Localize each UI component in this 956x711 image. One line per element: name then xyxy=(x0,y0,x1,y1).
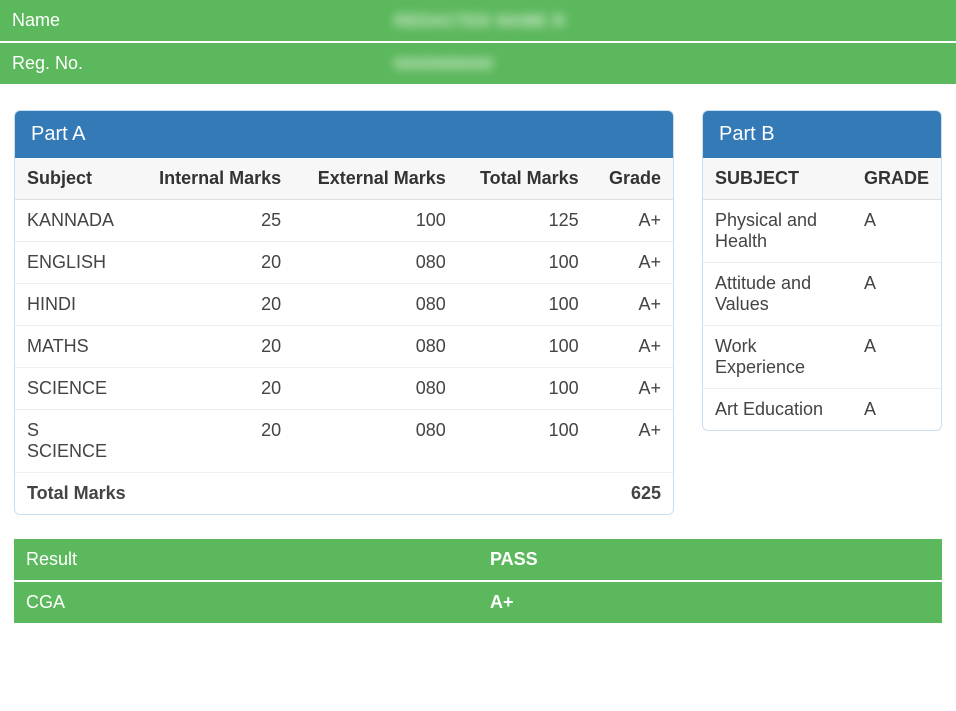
cell-b-grade: A xyxy=(852,326,941,389)
table-row: ENGLISH20080100A+ xyxy=(15,242,673,284)
panels-row: Part A Subject Internal Marks External M… xyxy=(0,86,956,529)
cell-internal: 20 xyxy=(135,368,293,410)
part-b-panel: Part B SUBJECT GRADE Physical and Health… xyxy=(702,110,942,431)
table-row: KANNADA25100125A+ xyxy=(15,200,673,242)
cell-grade: A+ xyxy=(591,284,673,326)
col-internal: Internal Marks xyxy=(135,158,293,200)
cell-internal: 25 xyxy=(135,200,293,242)
col-b-grade: GRADE xyxy=(852,158,941,200)
student-info-table: Name REDACTED NAME R Reg. No. 0000000000 xyxy=(0,0,956,86)
cell-b-grade: A xyxy=(852,389,941,431)
cell-grade: A+ xyxy=(591,410,673,473)
table-row: SCIENCE20080100A+ xyxy=(15,368,673,410)
cell-external: 080 xyxy=(293,368,458,410)
cell-total: 100 xyxy=(458,368,591,410)
result-row: CGAA+ xyxy=(14,581,942,624)
result-row: ResultPASS xyxy=(14,539,942,581)
result-label: CGA xyxy=(14,581,478,624)
cell-subject: SCIENCE xyxy=(15,368,135,410)
result-label: Result xyxy=(14,539,478,581)
part-a-total-row: Total Marks 625 xyxy=(15,473,673,515)
cell-internal: 20 xyxy=(135,410,293,473)
name-value-text: REDACTED NAME R xyxy=(394,13,565,30)
cell-total: 125 xyxy=(458,200,591,242)
part-a-title: Part A xyxy=(15,111,673,158)
cell-grade: A+ xyxy=(591,200,673,242)
cell-external: 080 xyxy=(293,284,458,326)
cell-internal: 20 xyxy=(135,326,293,368)
name-label: Name xyxy=(0,0,382,42)
reg-value: 0000000000 xyxy=(382,42,956,85)
cell-b-subject: Art Education xyxy=(703,389,852,431)
cell-subject: KANNADA xyxy=(15,200,135,242)
table-row: Work ExperienceA xyxy=(703,326,941,389)
col-subject: Subject xyxy=(15,158,135,200)
total-label: Total Marks xyxy=(15,473,591,515)
result-table: ResultPASSCGAA+ xyxy=(14,539,942,625)
info-row-reg: Reg. No. 0000000000 xyxy=(0,42,956,85)
cell-grade: A+ xyxy=(591,326,673,368)
info-row-name: Name REDACTED NAME R xyxy=(0,0,956,42)
cell-external: 080 xyxy=(293,410,458,473)
cell-b-grade: A xyxy=(852,200,941,263)
table-row: HINDI20080100A+ xyxy=(15,284,673,326)
table-row: S SCIENCE20080100A+ xyxy=(15,410,673,473)
table-row: Art EducationA xyxy=(703,389,941,431)
table-row: Physical and HealthA xyxy=(703,200,941,263)
cell-internal: 20 xyxy=(135,242,293,284)
cell-total: 100 xyxy=(458,284,591,326)
reg-label: Reg. No. xyxy=(0,42,382,85)
table-row: MATHS20080100A+ xyxy=(15,326,673,368)
part-a-panel: Part A Subject Internal Marks External M… xyxy=(14,110,674,515)
cell-b-subject: Work Experience xyxy=(703,326,852,389)
cell-external: 080 xyxy=(293,242,458,284)
cell-grade: A+ xyxy=(591,242,673,284)
table-row: Attitude and ValuesA xyxy=(703,263,941,326)
col-total: Total Marks xyxy=(458,158,591,200)
part-b-header-row: SUBJECT GRADE xyxy=(703,158,941,200)
cell-internal: 20 xyxy=(135,284,293,326)
col-grade: Grade xyxy=(591,158,673,200)
cell-subject: S SCIENCE xyxy=(15,410,135,473)
name-value: REDACTED NAME R xyxy=(382,0,956,42)
cell-b-subject: Physical and Health xyxy=(703,200,852,263)
part-a-table: Subject Internal Marks External Marks To… xyxy=(15,158,673,514)
part-a-header-row: Subject Internal Marks External Marks To… xyxy=(15,158,673,200)
col-external: External Marks xyxy=(293,158,458,200)
cell-subject: MATHS xyxy=(15,326,135,368)
result-value: PASS xyxy=(478,539,942,581)
total-value: 625 xyxy=(591,473,673,515)
cell-b-grade: A xyxy=(852,263,941,326)
col-b-subject: SUBJECT xyxy=(703,158,852,200)
cell-total: 100 xyxy=(458,410,591,473)
cell-b-subject: Attitude and Values xyxy=(703,263,852,326)
cell-grade: A+ xyxy=(591,368,673,410)
result-value: A+ xyxy=(478,581,942,624)
cell-subject: ENGLISH xyxy=(15,242,135,284)
cell-total: 100 xyxy=(458,326,591,368)
part-b-title: Part B xyxy=(703,111,941,158)
cell-external: 080 xyxy=(293,326,458,368)
cell-external: 100 xyxy=(293,200,458,242)
part-b-table: SUBJECT GRADE Physical and HealthAAttitu… xyxy=(703,158,941,430)
cell-total: 100 xyxy=(458,242,591,284)
reg-value-text: 0000000000 xyxy=(394,56,493,73)
cell-subject: HINDI xyxy=(15,284,135,326)
